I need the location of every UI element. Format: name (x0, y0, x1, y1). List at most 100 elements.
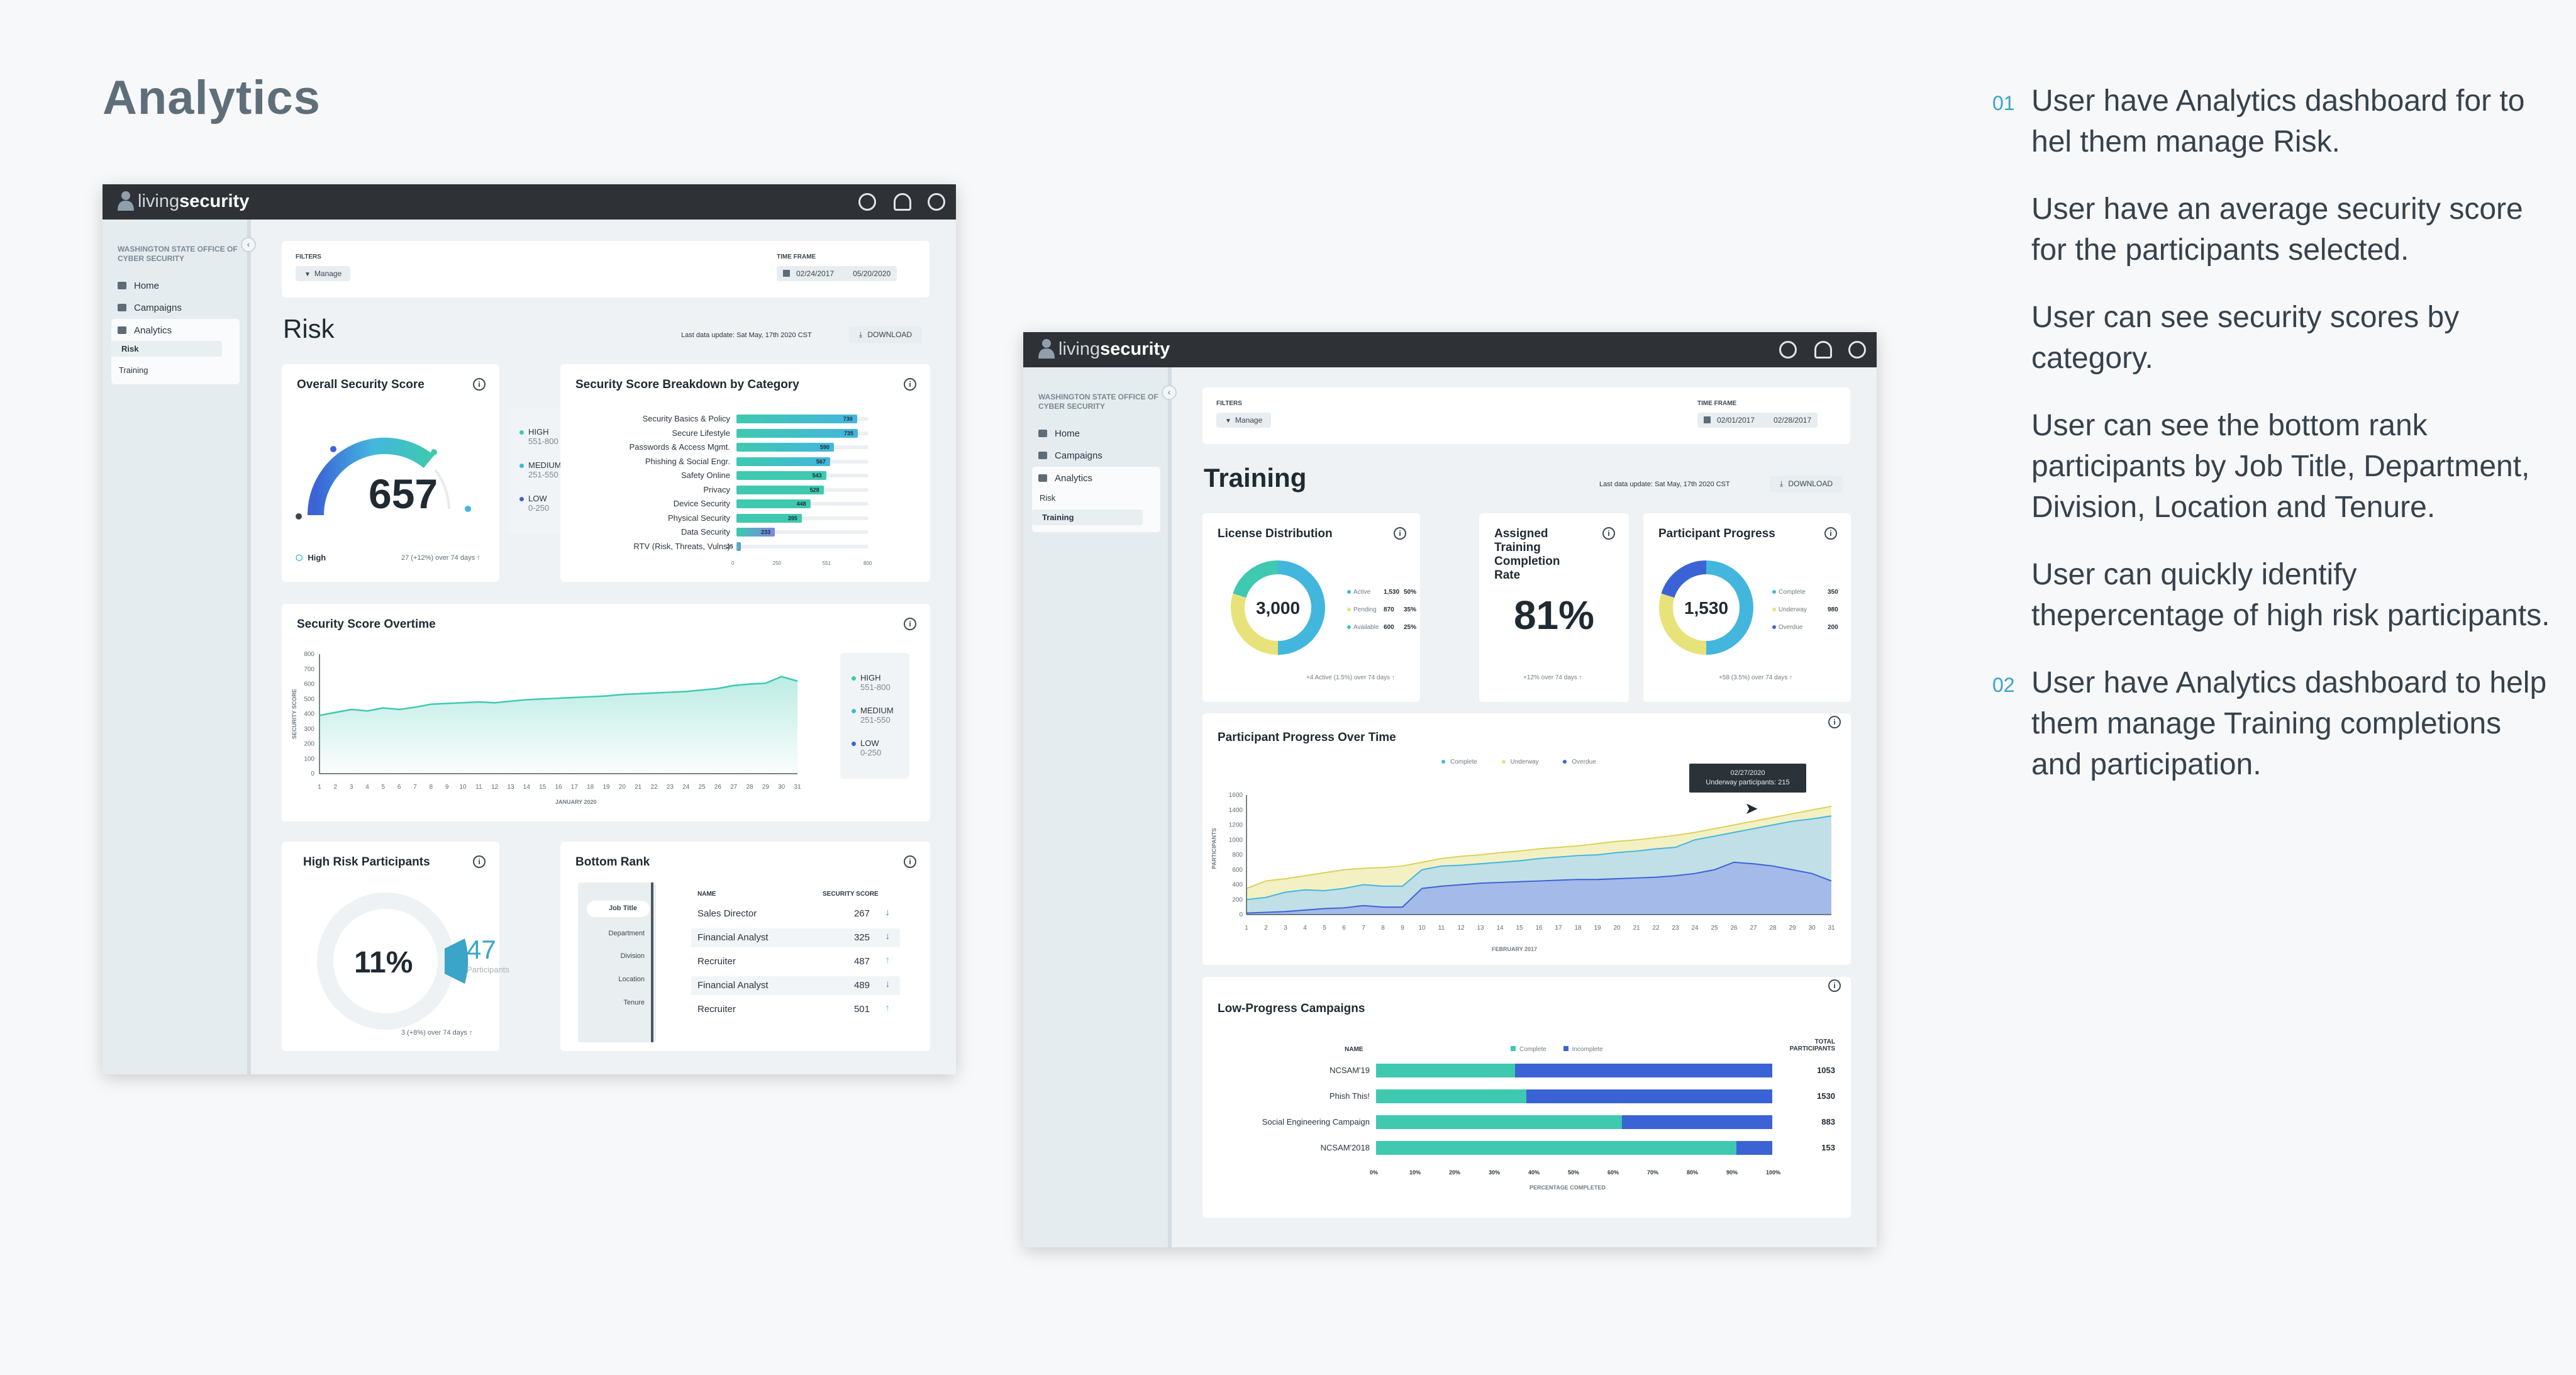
legend-medium: MEDIUM 251-550 (519, 460, 562, 479)
y-tick: 800 (304, 651, 314, 658)
settings-gear-icon[interactable] (858, 193, 876, 211)
subnav-item-risk[interactable]: Risk (1040, 493, 1056, 503)
rank-tab-divider (651, 882, 653, 1042)
tab-division[interactable]: Division (620, 952, 645, 960)
high-risk-card: High Risk Participants i 11% 47 Particip… (282, 842, 509, 1051)
high-risk-count: 47 (467, 935, 496, 964)
campaign-total: 1530 (1817, 1091, 1835, 1101)
series-line-underway (1246, 805, 1832, 889)
collapse-sidebar-button[interactable]: ‹ (1162, 385, 1177, 400)
bar (736, 471, 826, 480)
nav-item-analytics[interactable]: Analytics (118, 325, 243, 336)
bar (736, 428, 858, 438)
page-title: Analytics (103, 71, 321, 125)
x-tick: 1 (1245, 925, 1248, 932)
info-icon[interactable]: i (473, 855, 486, 868)
info-icon[interactable]: i (1394, 527, 1406, 540)
x-tick: 19 (602, 784, 610, 791)
nav-item-campaigns[interactable]: Campaigns (118, 303, 243, 313)
info-icon[interactable]: i (1828, 979, 1841, 992)
info-icon[interactable]: i (1824, 527, 1837, 540)
card-title: Participant Progress Over Time (1218, 731, 1396, 744)
subnav-item-training[interactable]: Training (1032, 509, 1143, 525)
timeframe-label: TIME FRAME (777, 253, 816, 260)
date-range-picker[interactable]: 02/01/2017 02/28/2017 (1697, 413, 1818, 428)
score-delta: 27 (+12%) over 74 days ↑ (401, 554, 480, 562)
nav-item-analytics[interactable]: Analytics (1038, 473, 1164, 484)
x-tick: 20 (619, 784, 626, 791)
bar (736, 485, 824, 494)
y-tick: 1600 (1229, 792, 1243, 799)
subnav-item-risk[interactable]: Risk (111, 341, 222, 357)
tab-tenure[interactable]: Tenure (623, 999, 645, 1006)
cursor-pointer-icon: ➤ (1745, 799, 1758, 818)
x-tick: 28 (746, 784, 753, 791)
bar-incomplete (1514, 1064, 1772, 1077)
x-tick: 2 (1264, 925, 1268, 932)
subnav-item-training[interactable]: Training (119, 365, 148, 375)
category-label: RTV (Risk, Threats, Vulns) (633, 541, 730, 551)
tab-location[interactable]: Location (618, 976, 645, 983)
score-overtime-card: Security Score Overtime i SECURITY SCORE… (282, 604, 930, 821)
headset-icon[interactable] (1848, 341, 1866, 359)
page-heading: Training (1204, 463, 1307, 493)
filters-card: FILTERS ▼ Manage TIME FRAME 02/01/2017 02/… (1202, 387, 1850, 444)
y-tick: 300 (304, 726, 314, 733)
info-icon[interactable]: i (904, 378, 916, 391)
x-tick: 23 (667, 784, 674, 791)
x-tick: 9 (445, 784, 449, 791)
nav-item-campaigns[interactable]: Campaigns (1038, 450, 1164, 461)
x-tick: 30 (1808, 925, 1816, 932)
x-tick: 551 (822, 560, 831, 566)
legend-low: LOW 0-250 (852, 738, 881, 757)
y-tick: 100 (304, 755, 314, 762)
license-total: 3,000 (1255, 598, 1301, 618)
overtime-legend: HIGH 551-800 MEDIUM 251-550 LOW 0-250 (840, 653, 909, 779)
x-tick: 31 (794, 784, 801, 791)
info-icon[interactable]: i (904, 855, 916, 868)
info-icon[interactable]: i (904, 618, 916, 630)
high-risk-ring (317, 893, 469, 1030)
table-row[interactable]: Recruiter 487 ↑ (697, 955, 890, 967)
table-row[interactable]: Sales Director 267 ↓ (697, 907, 890, 919)
filter-chip[interactable]: ▼ Manage (296, 266, 351, 281)
table-row[interactable]: Recruiter 501 ↑ (697, 1003, 890, 1015)
info-icon[interactable]: i (473, 378, 486, 391)
date-range-picker[interactable]: 02/24/2017 05/20/2020 (777, 266, 897, 281)
bar-complete (1376, 1089, 1527, 1103)
x-tick: 100% (1766, 1169, 1781, 1176)
nav-item-home[interactable]: Home (118, 281, 243, 291)
category-label: Privacy (703, 484, 730, 494)
analytics-icon (118, 326, 126, 334)
x-tick: 17 (571, 784, 579, 791)
settings-gear-icon[interactable] (1779, 341, 1797, 359)
participant-progress-card: Participant Progress i 1,530 Complete 350… (1643, 513, 1851, 702)
bell-icon[interactable] (1814, 341, 1832, 359)
x-axis-label: FEBRUARY 2017 (1492, 946, 1538, 952)
legend-complete: Complete (1511, 1046, 1546, 1053)
low-progress-card: Low-Progress Campaigns i NAME TOTAL PART… (1202, 977, 1851, 1218)
filter-chip[interactable]: ▼ Manage (1216, 413, 1272, 428)
legend-low: LOW 0-250 (519, 494, 549, 513)
bell-icon[interactable] (894, 193, 911, 211)
score-level: ⬡ High (296, 553, 326, 562)
nav-item-home[interactable]: Home (1038, 428, 1164, 439)
x-axis-label: JANUARY 2020 (555, 799, 597, 805)
download-button[interactable]: ⤓ DOWNLOAD (849, 326, 922, 343)
bar-incomplete (1621, 1115, 1772, 1129)
download-button[interactable]: ⤓ DOWNLOAD (1770, 476, 1843, 493)
campaign-label: Social Engineering Campaign (1262, 1117, 1370, 1127)
bar (736, 513, 802, 523)
collapse-sidebar-button[interactable]: ‹ (241, 237, 256, 252)
series-line-complete (1246, 815, 1832, 901)
x-tick: 29 (1789, 925, 1796, 932)
table-row[interactable]: Financial Analyst 489 ↓ (691, 976, 900, 995)
tab-job-title[interactable]: Job Title (608, 905, 637, 912)
info-icon[interactable]: i (1828, 716, 1841, 728)
info-icon[interactable]: i (1602, 527, 1615, 540)
headset-icon[interactable] (928, 193, 945, 211)
tab-department[interactable]: Department (608, 930, 645, 937)
home-icon (1038, 430, 1047, 437)
x-tick: 4 (365, 784, 369, 791)
table-row[interactable]: Financial Analyst 325 ↓ (691, 928, 900, 947)
